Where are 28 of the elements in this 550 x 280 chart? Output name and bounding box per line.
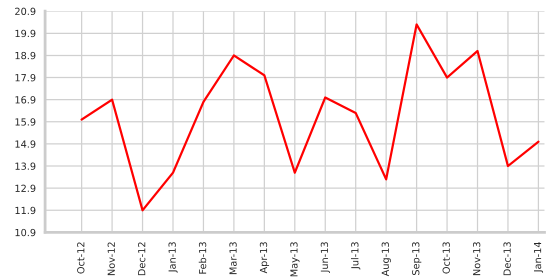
x-tick-label: Jan-14	[534, 242, 544, 273]
x-tick-label: May-13	[290, 242, 300, 276]
y-tick-label: 19.9	[15, 30, 36, 38]
y-tick-label: 16.9	[15, 96, 36, 104]
x-tick-label: Apr-13	[260, 242, 270, 274]
x-tick-label: Mar-13	[229, 242, 237, 274]
x-tick-label: Nov-13	[472, 242, 480, 276]
x-tick-label: Oct-12	[77, 242, 84, 274]
x-tick-label: Nov-12	[108, 242, 115, 276]
x-tick-label: Dec-13	[503, 242, 511, 276]
y-tick-label: 15.9	[15, 118, 36, 126]
line-series	[80, 23, 540, 212]
y-tick-label: 13.9	[15, 162, 36, 170]
x-tick-label: Jul-13	[351, 242, 360, 270]
y-tick-label: 12.9	[15, 184, 36, 192]
x-tick-label: Oct-13	[442, 242, 450, 274]
x-tick-label: Sep-13	[412, 242, 422, 275]
x-tick-label: Jan-13	[168, 242, 178, 273]
x-tick-label: Jun-13	[320, 242, 330, 273]
x-tick-label: Aug-13	[382, 242, 391, 276]
x-tick-label: Dec-12	[138, 242, 146, 276]
x-tick-label: Feb-13	[198, 242, 206, 274]
y-tick-label: 20.9	[15, 8, 36, 16]
y-tick-label: 10.9	[15, 228, 36, 236]
y-tick-label: 11.9	[15, 206, 36, 214]
y-tick-label: 14.9	[15, 140, 36, 148]
y-tick-label: 17.9	[15, 74, 36, 82]
y-tick-label: 18.9	[15, 52, 36, 60]
